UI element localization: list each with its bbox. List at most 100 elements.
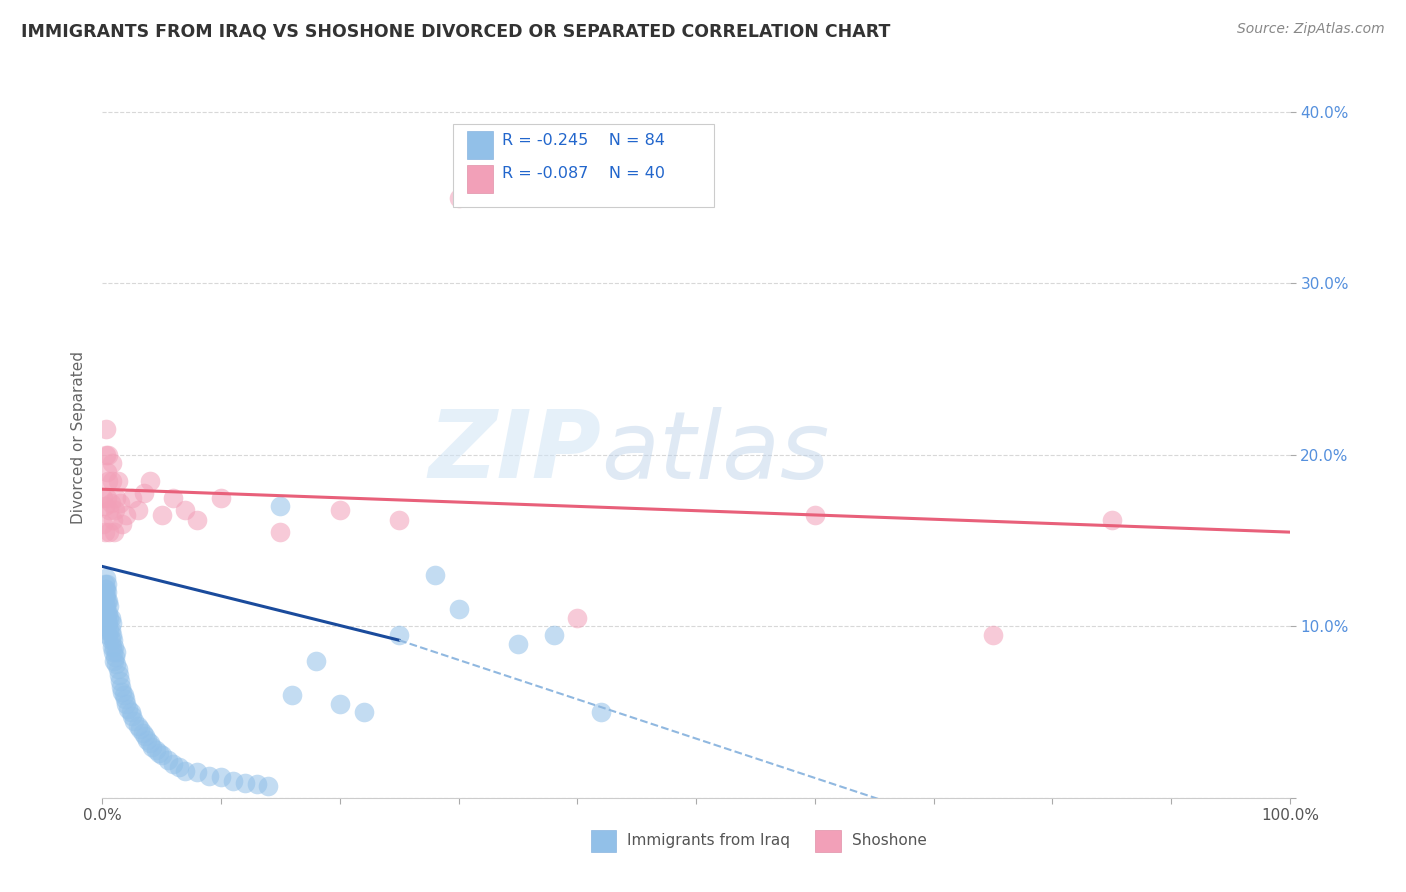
Point — [108, 496, 131, 510]
Text: R = -0.245    N = 84: R = -0.245 N = 84 — [502, 133, 665, 148]
Point — [134, 729, 156, 743]
Point — [96, 585, 118, 599]
Point — [97, 593, 120, 607]
Point — [353, 706, 375, 720]
Point — [804, 508, 827, 522]
Point — [132, 485, 155, 500]
Point — [305, 654, 328, 668]
Text: atlas: atlas — [600, 407, 830, 498]
Point — [209, 771, 232, 785]
Point — [101, 645, 124, 659]
Point — [108, 674, 131, 689]
Text: R = -0.087    N = 40: R = -0.087 N = 40 — [502, 166, 665, 181]
Point — [329, 503, 352, 517]
Point — [93, 606, 115, 620]
Point — [100, 633, 122, 648]
Point — [1101, 513, 1123, 527]
Point — [94, 611, 117, 625]
Point — [105, 657, 128, 672]
Point — [388, 513, 411, 527]
Point — [222, 773, 245, 788]
Point — [112, 688, 135, 702]
Point — [93, 576, 115, 591]
Point — [94, 589, 117, 603]
Point — [100, 611, 122, 625]
Point — [94, 422, 117, 436]
Point — [162, 756, 184, 771]
Bar — [467, 165, 494, 193]
Point — [103, 654, 125, 668]
Point — [101, 513, 124, 527]
Point — [100, 474, 122, 488]
Point — [96, 593, 118, 607]
Point — [115, 508, 138, 522]
Point — [150, 508, 173, 522]
Point — [93, 619, 115, 633]
Point — [103, 525, 125, 540]
Point — [233, 775, 256, 789]
Point — [97, 606, 120, 620]
Point — [97, 474, 120, 488]
Point — [115, 697, 138, 711]
Point — [148, 747, 170, 761]
Text: ZIP: ZIP — [429, 406, 600, 498]
Text: Source: ZipAtlas.com: Source: ZipAtlas.com — [1237, 22, 1385, 37]
Point — [127, 503, 149, 517]
Point — [94, 582, 117, 596]
Point — [100, 628, 122, 642]
Point — [94, 448, 117, 462]
Point — [97, 448, 120, 462]
Point — [93, 525, 115, 540]
Point — [506, 637, 529, 651]
Point — [107, 474, 129, 488]
Point — [127, 719, 149, 733]
Point — [138, 736, 160, 750]
Point — [96, 606, 118, 620]
Point — [246, 777, 269, 791]
Point — [156, 753, 179, 767]
Point — [111, 684, 134, 698]
Point — [141, 739, 163, 754]
Point — [104, 650, 127, 665]
Point — [98, 599, 121, 613]
Point — [96, 491, 118, 505]
Point — [97, 628, 120, 642]
Point — [121, 708, 143, 723]
Point — [107, 662, 129, 676]
Point — [98, 623, 121, 637]
Point — [93, 602, 115, 616]
Point — [94, 599, 117, 613]
Point — [93, 611, 115, 625]
Point — [257, 779, 280, 793]
Point — [93, 491, 115, 505]
Point — [100, 640, 122, 654]
Point — [114, 691, 136, 706]
Point — [981, 628, 1004, 642]
Point — [98, 503, 121, 517]
Point — [104, 503, 127, 517]
Point — [105, 645, 128, 659]
Point — [100, 496, 122, 510]
Point — [93, 599, 115, 613]
Y-axis label: Divorced or Separated: Divorced or Separated — [72, 351, 86, 524]
Text: Shoshone: Shoshone — [852, 833, 927, 848]
Point — [93, 593, 115, 607]
Point — [129, 723, 152, 737]
Point — [150, 748, 173, 763]
Point — [145, 743, 167, 757]
Point — [567, 611, 589, 625]
Point — [138, 474, 160, 488]
Point — [209, 491, 232, 505]
Point — [136, 732, 159, 747]
Point — [94, 623, 117, 637]
Text: IMMIGRANTS FROM IRAQ VS SHOSHONE DIVORCED OR SEPARATED CORRELATION CHART: IMMIGRANTS FROM IRAQ VS SHOSHONE DIVORCE… — [21, 22, 890, 40]
Point — [186, 765, 208, 780]
Point — [100, 457, 122, 471]
Point — [101, 633, 124, 648]
Point — [162, 491, 184, 505]
Point — [120, 706, 142, 720]
Point — [103, 640, 125, 654]
Point — [269, 500, 291, 514]
Point — [174, 503, 197, 517]
Point — [186, 513, 208, 527]
